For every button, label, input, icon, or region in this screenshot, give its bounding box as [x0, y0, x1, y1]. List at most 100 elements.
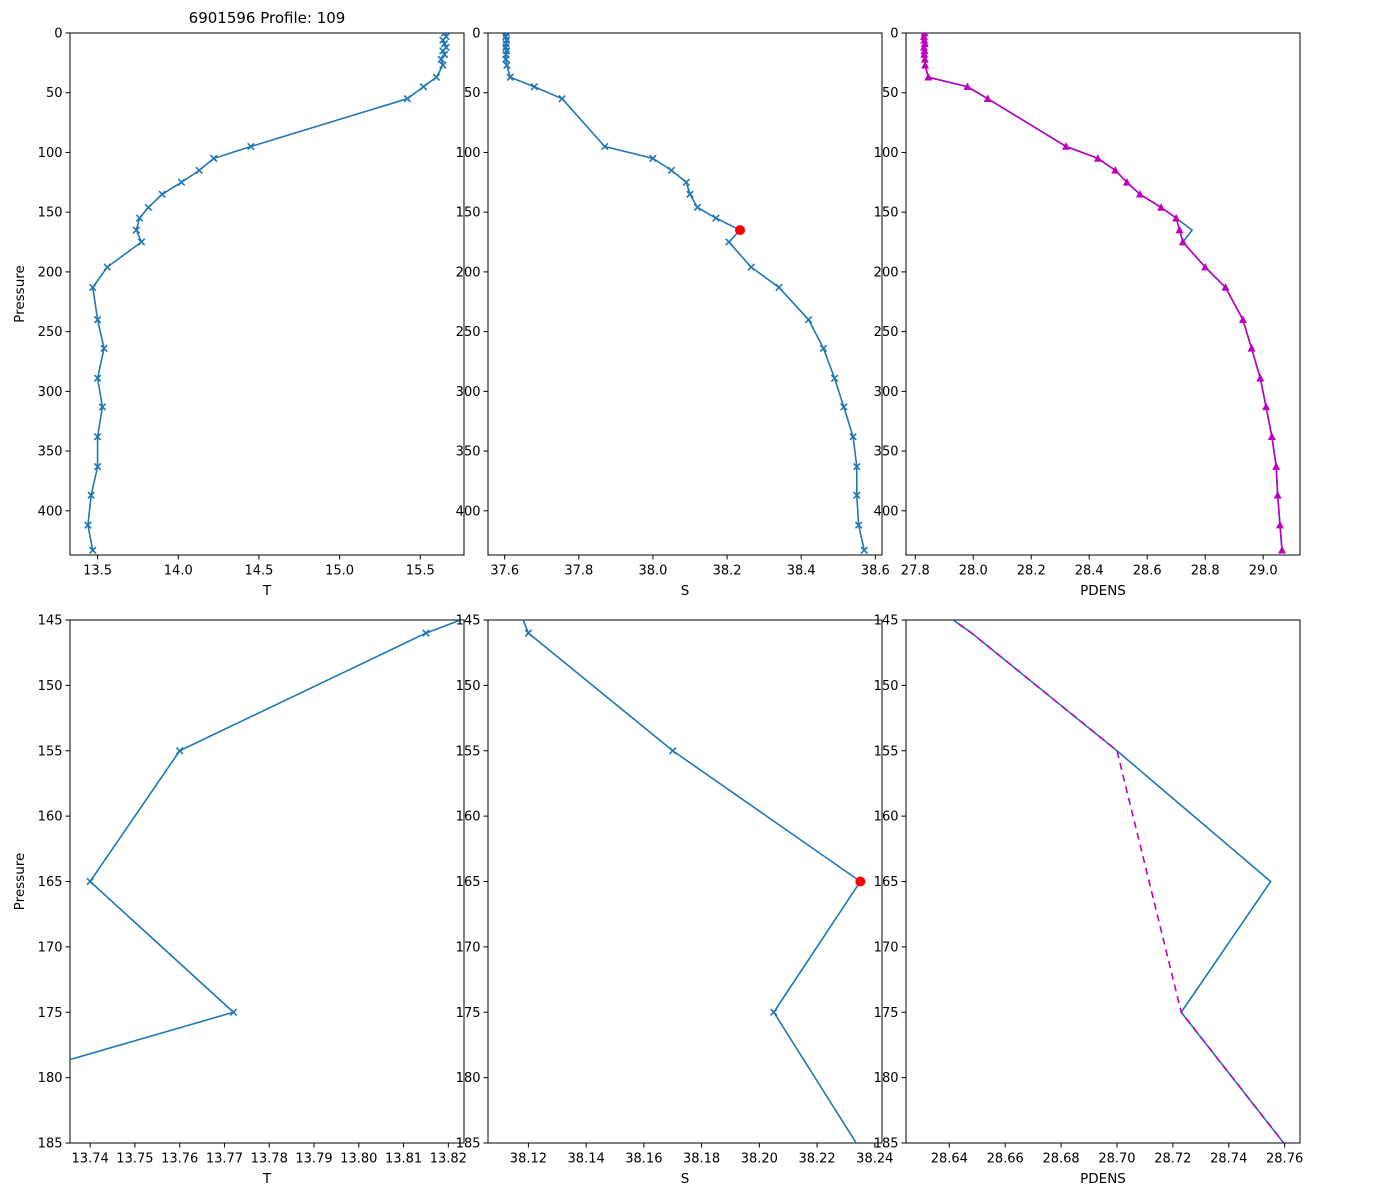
x-tick-label: 13.80 — [340, 1152, 377, 1167]
x-marker — [439, 61, 447, 70]
series-group — [502, 33, 868, 554]
flagged-point-marker — [735, 225, 746, 236]
y-tick-label: 200 — [38, 265, 63, 280]
x-marker — [88, 546, 97, 554]
x-tick-label: 15.5 — [406, 564, 435, 579]
x-marker — [440, 50, 449, 59]
x-marker — [84, 521, 92, 529]
y-tick-label: 170 — [874, 940, 899, 955]
x-marker — [93, 432, 102, 441]
triangle-marker — [919, 43, 928, 51]
x-marker — [502, 55, 510, 64]
axes-frame — [905, 32, 1301, 556]
x-marker — [132, 226, 141, 234]
temperature-line — [87, 33, 447, 551]
triangle-marker — [920, 35, 929, 44]
x-tick-label: 37.8 — [564, 564, 593, 579]
x-marker — [503, 61, 511, 70]
triangle-marker — [1062, 142, 1071, 150]
x-tick-label: 14.0 — [164, 564, 193, 579]
x-axis-label: S — [681, 583, 690, 599]
x-tick-label: 38.2 — [713, 564, 742, 579]
x-marker — [86, 877, 94, 886]
x-axis-label: S — [681, 1171, 690, 1187]
y-tick-label: 145 — [456, 614, 481, 629]
y-tick-label: 0 — [890, 27, 898, 42]
triangle-marker — [1275, 520, 1284, 529]
x-marker — [437, 55, 446, 64]
y-tick-label: 150 — [874, 679, 899, 694]
x-marker — [649, 154, 657, 163]
x-marker — [853, 462, 861, 471]
series-group — [919, 33, 1287, 554]
x-tick-label: 28.74 — [1210, 1152, 1247, 1167]
x-marker — [712, 214, 720, 222]
triangle-marker — [1278, 545, 1287, 554]
x-marker — [179, 94, 185, 100]
triangle-marker — [1135, 189, 1144, 198]
x-marker — [1341, 355, 1347, 361]
y-tick-label: 150 — [456, 679, 481, 694]
x-marker — [819, 344, 828, 353]
x-tick-label: 13.77 — [206, 1152, 243, 1167]
y-tick-label: 400 — [874, 504, 899, 519]
x-tick-label: 28.76 — [1266, 1152, 1303, 1167]
x-marker — [103, 263, 112, 271]
x-marker — [100, 344, 108, 353]
y-tick-label: 160 — [874, 810, 899, 825]
x-tick-label: 28.2 — [1017, 564, 1046, 579]
x-marker — [422, 629, 430, 637]
x-tick-label: 13.82 — [430, 1152, 467, 1167]
x-tick-label: 38.0 — [638, 564, 667, 579]
y-tick-label: 100 — [874, 146, 899, 161]
y-tick-label: 160 — [38, 810, 63, 825]
y-tick-label: 150 — [38, 206, 63, 221]
triangle-marker — [1247, 344, 1256, 352]
y-tick-label: 400 — [38, 504, 63, 519]
x-axis-label: PDENS — [1080, 1171, 1126, 1187]
x-tick-label: 28.68 — [1042, 1152, 1079, 1167]
x-marker — [88, 283, 97, 292]
y-tick-label: 50 — [882, 86, 899, 101]
y-tick-label: 250 — [38, 325, 63, 340]
triangle-marker — [1201, 262, 1210, 271]
subplot-salinity-full: 37.6 37.8 38.0 38.2 38.4 38.6 0 50 100 150 200 250 3… — [456, 27, 890, 600]
x-marker — [87, 491, 95, 500]
x-marker — [93, 374, 102, 382]
y-tick-label: 175 — [456, 1006, 481, 1021]
triangle-marker — [1175, 225, 1184, 234]
x-tick-label: 13.81 — [385, 1152, 422, 1167]
x-tick-label: 13.76 — [161, 1152, 198, 1167]
y-tick-label: 50 — [464, 86, 481, 101]
axes-frame — [69, 32, 465, 556]
x-marker — [668, 746, 677, 755]
x-marker — [693, 203, 702, 212]
x-marker — [323, 225, 329, 231]
x-tick-label: 29.0 — [1249, 564, 1278, 579]
x-tick-label: 27.8 — [901, 564, 930, 579]
y-axis-label: Pressure — [12, 853, 28, 911]
x-marker — [137, 238, 146, 246]
pdens-adjusted-line — [923, 33, 1283, 551]
x-marker — [175, 746, 184, 755]
x-marker — [804, 315, 813, 324]
x-tick-label: 28.66 — [987, 1152, 1024, 1167]
x-marker — [667, 166, 676, 175]
y-tick-label: 50 — [46, 86, 63, 101]
y-tick-label: 160 — [456, 810, 481, 825]
triangle-marker — [1111, 166, 1120, 174]
x-marker — [725, 238, 733, 246]
y-tick-label: 350 — [456, 445, 481, 460]
x-marker — [558, 94, 566, 103]
x-marker — [419, 82, 428, 91]
y-tick-label: 145 — [38, 614, 63, 629]
triangle-marker — [1172, 213, 1181, 222]
